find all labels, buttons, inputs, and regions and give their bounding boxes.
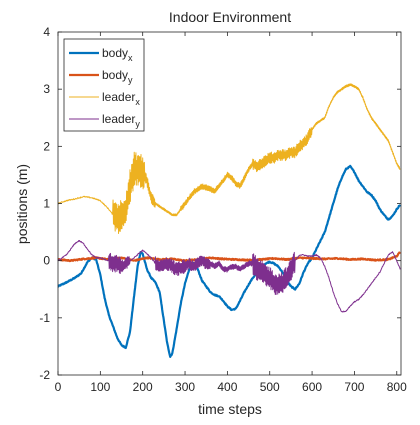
x-tick-label: 200 [133, 380, 153, 394]
axis-ticks: 0 100 200 300 400 500 600 700 800 -2 -1 0 1 2 3 4 [39, 25, 407, 394]
x-tick-label: 300 [175, 380, 195, 394]
legend-label: leader [102, 90, 135, 104]
legend-box [63, 38, 145, 132]
x-tick-label: 800 [387, 380, 407, 394]
legend-label: leader [102, 112, 135, 126]
legend-label-subscript: y [135, 119, 140, 129]
legend-label: body [102, 46, 128, 60]
chart-title: Indoor Environment [169, 9, 291, 25]
y-tick-label: -1 [39, 311, 50, 325]
x-tick-label: 500 [260, 380, 280, 394]
series-line-body-x [57, 164, 402, 358]
legend-label-subscript: x [135, 97, 140, 107]
series-line-leader-x [57, 83, 401, 234]
legend-label-subscript: x [128, 53, 133, 63]
y-tick-label: 1 [43, 197, 50, 211]
y-tick-label: 0 [43, 254, 50, 268]
x-tick-label: 600 [302, 380, 322, 394]
x-tick-label: 100 [90, 380, 110, 394]
x-tick-label: 700 [344, 380, 364, 394]
series-line-leader-y [57, 239, 401, 313]
legend-entry: leadery [102, 112, 140, 129]
y-tick-label: 3 [43, 82, 50, 96]
legend-label: body [102, 68, 128, 82]
x-axis-label: time steps [198, 401, 262, 417]
y-tick-label: -2 [39, 368, 50, 382]
plot-lines [57, 83, 402, 358]
y-tick-label: 2 [43, 139, 50, 153]
y-axis-label: positions (m) [14, 164, 30, 244]
legend-entry: bodyx [102, 46, 133, 63]
legend-entry: leaderx [102, 90, 140, 107]
legend-label-subscript: y [128, 75, 133, 85]
legend-entry: bodyy [102, 68, 133, 85]
x-tick-label: 400 [217, 380, 237, 394]
y-tick-label: 4 [43, 25, 50, 39]
x-tick-label: 0 [55, 380, 62, 394]
